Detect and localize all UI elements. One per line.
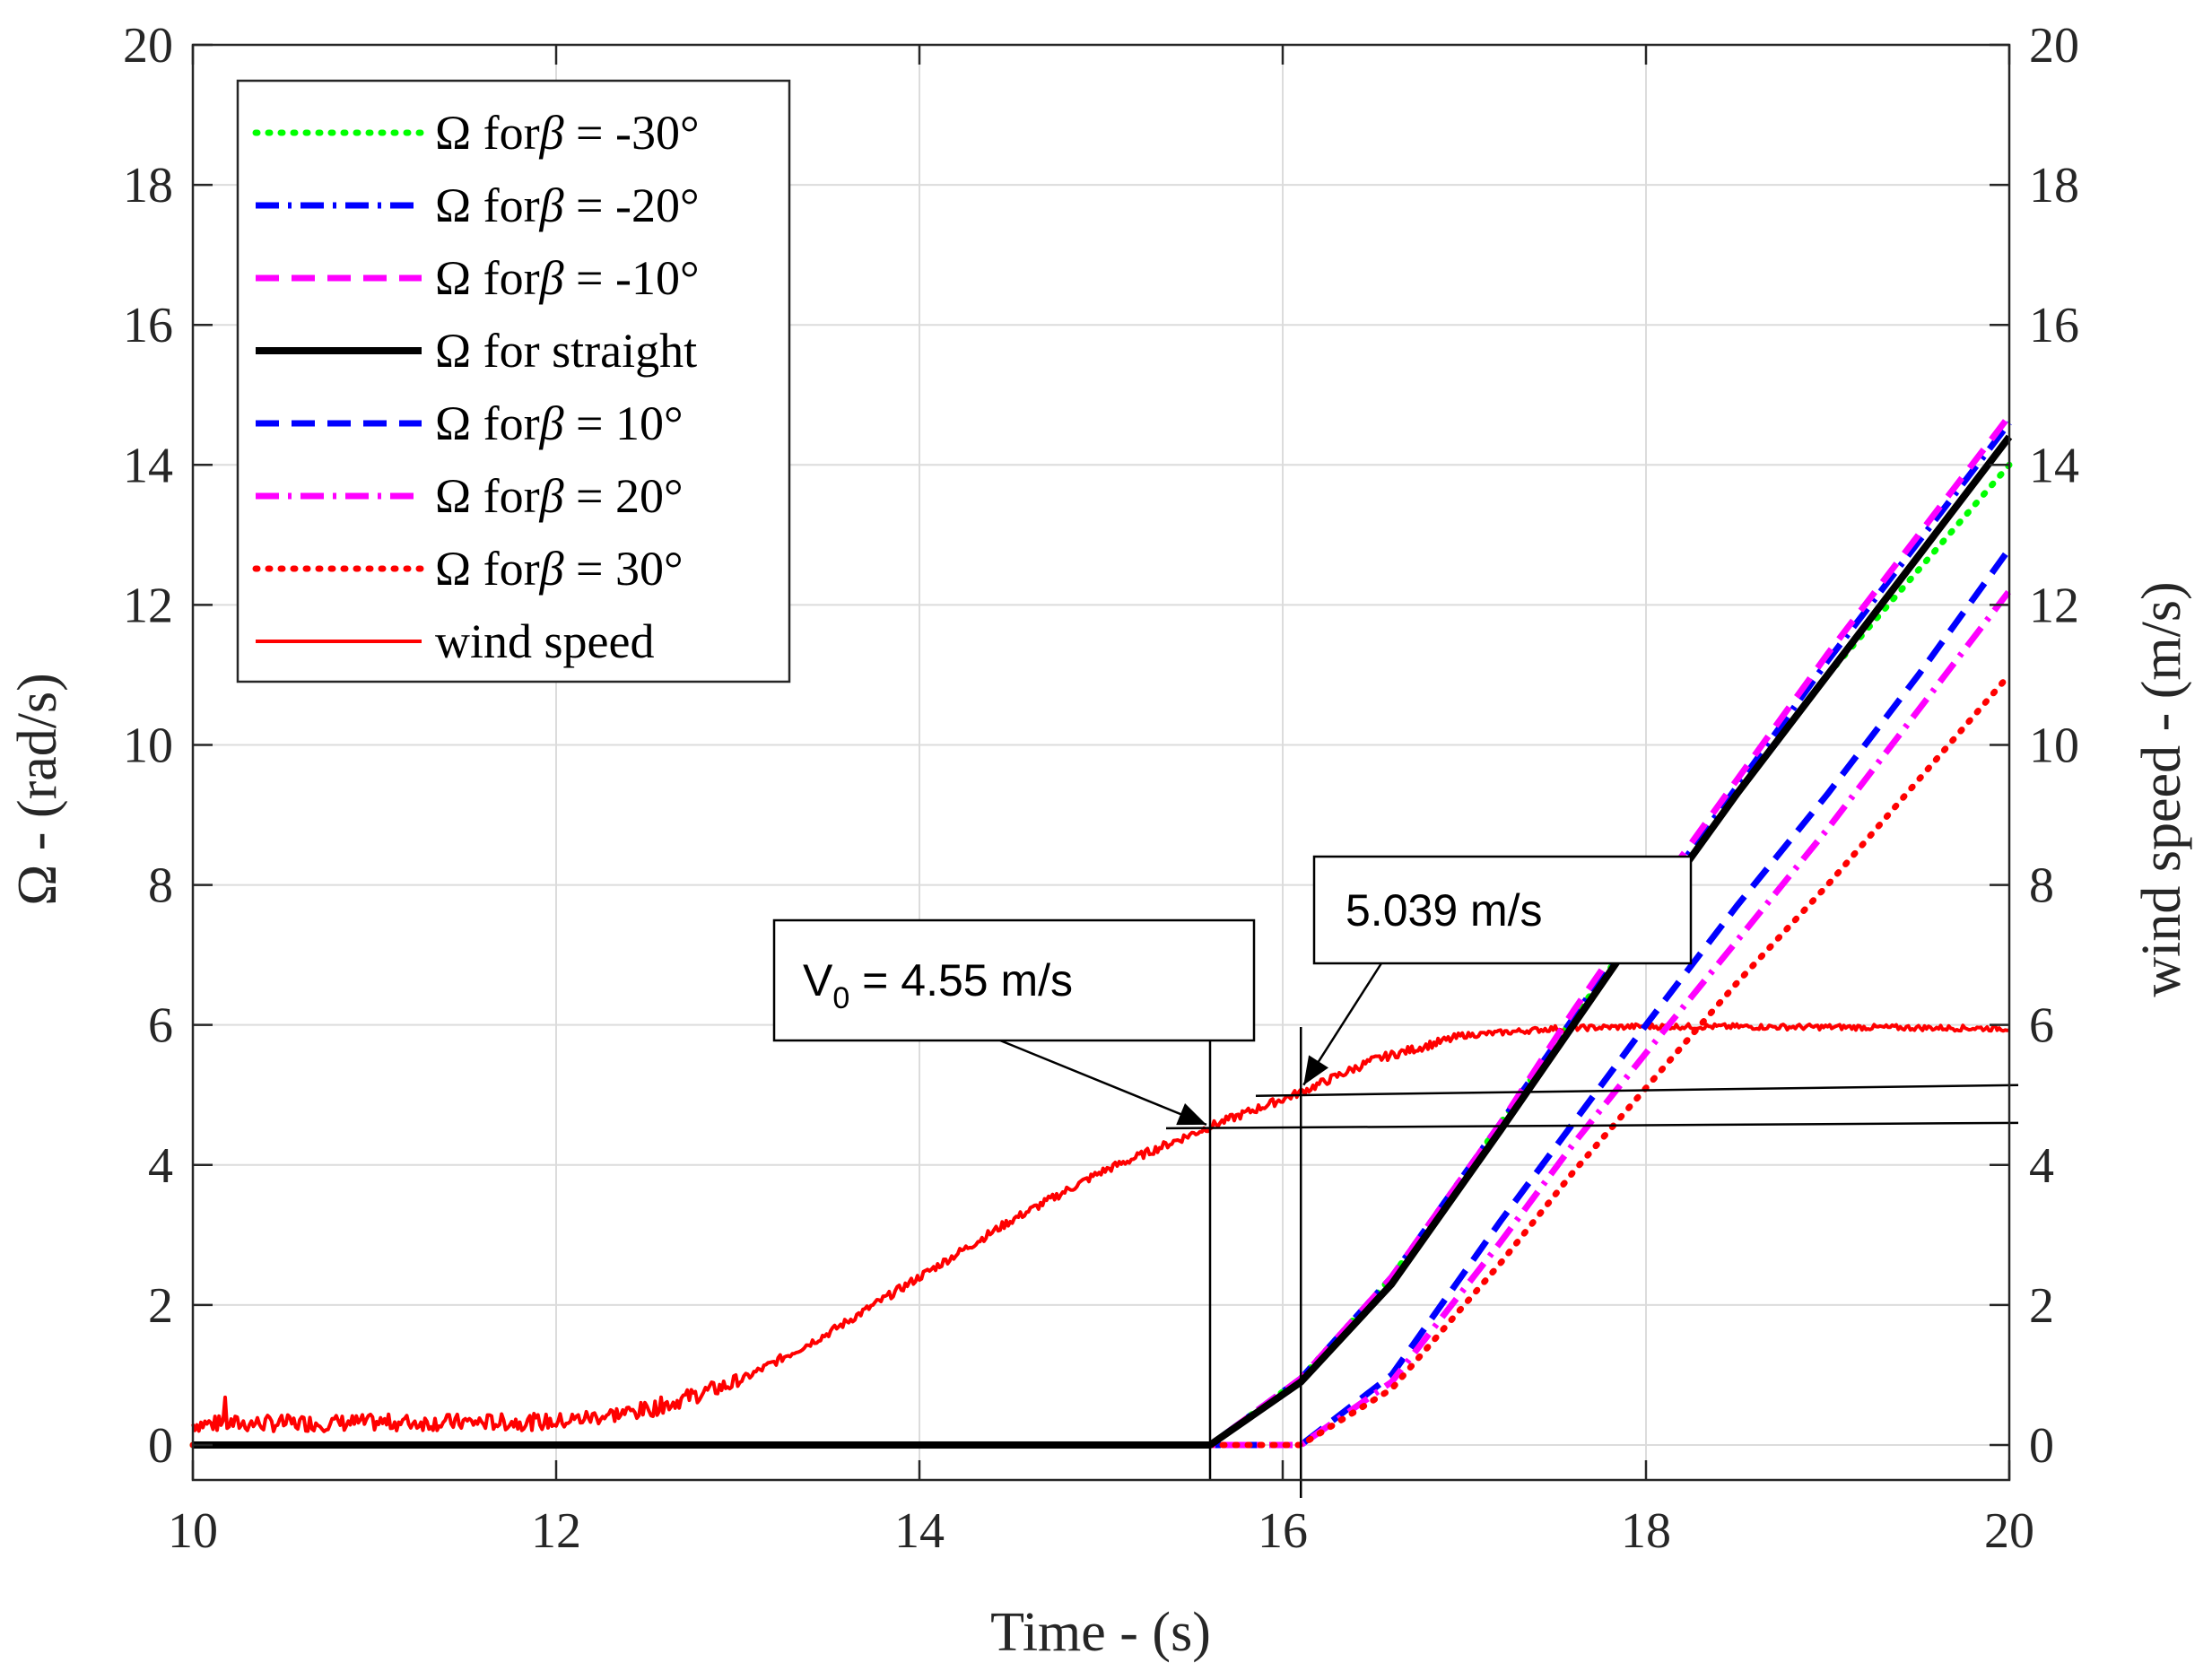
legend-label-5: Ω forβ = 20° [435, 469, 684, 523]
y-tick-label-9: 18 [123, 158, 173, 213]
annotation-layer: V0 = 4.55 m/s 5.039 m/s [772, 855, 2019, 1498]
series-line-4 [193, 546, 2012, 1449]
legend-label-7: wind speed [435, 614, 654, 668]
y-tick-right-label-9: 18 [2029, 158, 2079, 213]
y-axis-right-label: wind speed - (m/s) [2131, 581, 2192, 997]
y-tick-right-label-6: 12 [2029, 578, 2079, 633]
legend-label-2: Ω forβ = -10° [435, 251, 700, 305]
x-tick-label-0: 10 [168, 1503, 218, 1559]
legend: Ω forβ = -30° Ω forβ = -20° Ω forβ = -10° Ω… [236, 79, 791, 683]
annotation-text-5039: 5.039 m/s [1345, 885, 1543, 936]
y-tick-label-6: 12 [123, 578, 173, 633]
tick-labels: 10 12 14 16 18 20 0 2 4 6 8 10 12 14 16 18 20 0 2 4 6 8 10 12 14… [123, 18, 2079, 1559]
y-tick-label-2: 4 [148, 1138, 173, 1194]
y-axis-label: Ω - (rad/s) [7, 673, 68, 906]
y-tick-label-0: 0 [148, 1418, 173, 1474]
x-tick-label-1: 12 [531, 1503, 581, 1559]
x-tick-label-3: 16 [1258, 1503, 1308, 1559]
y-tick-right-label-2: 4 [2029, 1138, 2054, 1194]
y-tick-label-3: 6 [148, 998, 173, 1054]
y-tick-label-7: 14 [123, 438, 173, 493]
x-tick-label-5: 20 [1984, 1503, 2034, 1559]
y-tick-label-4: 8 [148, 858, 173, 914]
y-tick-label-10: 20 [123, 18, 173, 74]
annotation-text-v0: V0 = 4.55 m/s [803, 955, 1073, 1015]
y-tick-label-5: 10 [123, 718, 173, 773]
annotation-arrow-v0 [999, 1039, 1207, 1127]
annotation-box-v0 [772, 918, 1256, 1042]
y-tick-right-label-4: 8 [2029, 858, 2054, 914]
annotation-arrow-5039 [1302, 962, 1383, 1086]
y-tick-right-label-0: 0 [2029, 1418, 2054, 1474]
y-tick-right-label-7: 14 [2029, 438, 2079, 493]
y-tick-right-label-1: 2 [2029, 1278, 2054, 1334]
series-line-6 [189, 671, 2013, 1449]
axes [191, 43, 2011, 1482]
legend-box [236, 79, 791, 683]
legend-label-3: Ω for straight [435, 324, 697, 378]
series-line-3 [193, 434, 2013, 1449]
legend-label-0: Ω forβ = -30° [435, 106, 700, 160]
y-tick-right-label-10: 20 [2029, 18, 2079, 74]
x-tick-label-4: 18 [1621, 1503, 1671, 1559]
series-line-7 [191, 1022, 2010, 1433]
y-tick-right-label-3: 6 [2029, 998, 2054, 1054]
annotation-box-5039 [1312, 855, 1693, 965]
y-tick-label-8: 16 [123, 298, 173, 353]
series-line-5 [193, 588, 2012, 1449]
legend-label-1: Ω forβ = -20° [435, 178, 700, 232]
x-axis-label: Time - (s) [990, 1602, 1211, 1663]
annotation-hline-5039 [1255, 1084, 2019, 1097]
x-tick-label-2: 14 [894, 1503, 945, 1559]
y-tick-right-label-8: 16 [2029, 298, 2079, 353]
legend-label-4: Ω forβ = 10° [435, 396, 684, 450]
series-layer [189, 413, 2013, 1449]
annotation-hline-v0 [1165, 1121, 2019, 1130]
y-tick-label-1: 2 [148, 1278, 173, 1334]
plot-frame [191, 43, 2011, 1482]
y-tick-right-label-5: 10 [2029, 718, 2079, 773]
legend-label-6: Ω forβ = 30° [435, 542, 684, 596]
